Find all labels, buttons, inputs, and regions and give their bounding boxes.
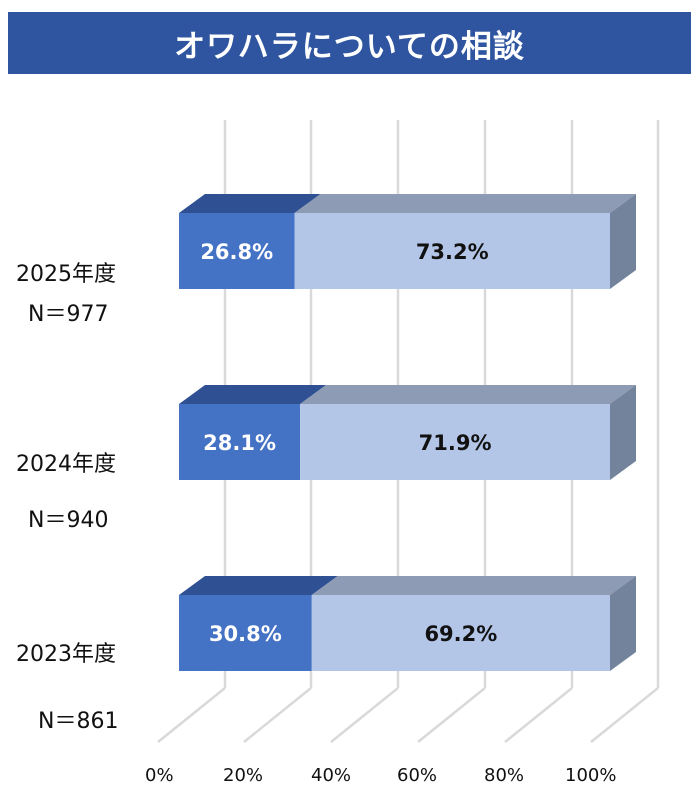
gridline-floor-4 xyxy=(504,687,573,743)
gridline-floor-5 xyxy=(590,687,659,743)
x-tick-label-20: 20% xyxy=(223,765,264,786)
bar-side-cat0 xyxy=(610,194,636,289)
bar-series2-cat2 xyxy=(311,595,610,671)
category-label-2025-n: N＝977 xyxy=(28,302,109,327)
bar-side-cat1 xyxy=(610,385,636,480)
bar-series1-cat0 xyxy=(179,213,295,289)
bar-top-series1-cat2 xyxy=(179,576,338,595)
data-label-series2-cat2: 69.2% xyxy=(424,622,497,646)
data-label-series2-cat1: 71.9% xyxy=(419,431,492,455)
bar-series1-cat2 xyxy=(179,595,312,671)
bar-series1-cat1 xyxy=(179,404,301,480)
data-label-series1-cat0: 26.8% xyxy=(200,240,273,264)
data-label-series2-cat0: 73.2% xyxy=(416,240,489,264)
x-tick-label-40: 40% xyxy=(311,765,352,786)
bar-top-series1-cat1 xyxy=(179,385,327,404)
gridline-floor-0 xyxy=(157,687,226,743)
bar-top-series1-cat0 xyxy=(179,194,321,213)
chart-title-bar: オワハラについての相談 xyxy=(8,12,691,74)
x-tick-label-100: 100% xyxy=(565,765,617,786)
gridline-floor-2 xyxy=(330,687,399,743)
category-label-2025-year: 2025年度 xyxy=(16,262,116,287)
chart-title: オワハラについての相談 xyxy=(174,28,525,65)
category-label-2023-year: 2023年度 xyxy=(16,642,116,667)
category-label-2024-year: 2024年度 xyxy=(16,452,116,477)
bar-layer: 26.8% 73.2% 28.1% 71.9% 30.8% 69.2% xyxy=(179,194,636,671)
x-tick-label-0: 0% xyxy=(145,765,174,786)
gridline-floor-3 xyxy=(417,687,486,743)
x-tick-label-60: 60% xyxy=(397,765,438,786)
bar-top-series2-cat2 xyxy=(311,576,636,595)
bar-series2-cat1 xyxy=(300,404,610,480)
bar-side-cat2 xyxy=(610,576,636,671)
category-label-2024-n: N＝940 xyxy=(28,508,109,533)
category-label-2023-n: N＝861 xyxy=(38,709,119,734)
bar-series2-cat0 xyxy=(294,213,610,289)
bar-top-series2-cat1 xyxy=(300,385,636,404)
data-label-series1-cat2: 30.8% xyxy=(209,622,282,646)
x-tick-label-80: 80% xyxy=(484,765,525,786)
bar-top-series2-cat0 xyxy=(294,194,636,213)
data-label-series1-cat1: 28.1% xyxy=(203,431,276,455)
gridline-floor-1 xyxy=(243,687,312,743)
